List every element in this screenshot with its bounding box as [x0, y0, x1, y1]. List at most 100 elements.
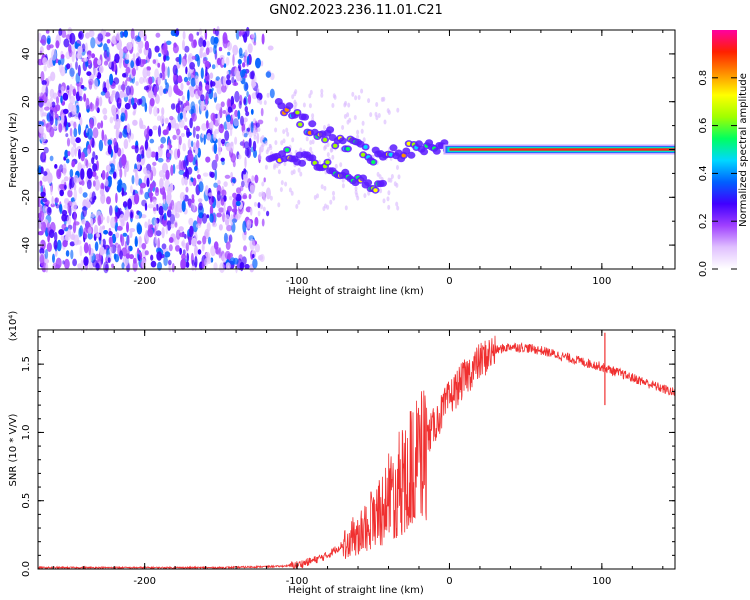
noise-blob [75, 137, 81, 144]
noise-blob [67, 150, 71, 157]
fringe-blob [253, 134, 257, 140]
noise-blob [46, 172, 53, 184]
noise-blob [157, 247, 162, 252]
fringe-blob [263, 100, 267, 106]
noise-blob [154, 225, 157, 237]
noise-blob [69, 32, 76, 45]
noise-blob [95, 100, 99, 112]
noise-blob [103, 60, 109, 66]
noise-blob [118, 84, 122, 91]
noise-blob [111, 90, 115, 96]
fringe-blob [277, 202, 281, 208]
noise-blob [79, 116, 83, 126]
noise-blob [73, 174, 79, 184]
signal-blob [407, 151, 416, 159]
snr-series-line [37, 335, 676, 570]
noise-blob [142, 67, 148, 79]
noise-blob [183, 259, 187, 268]
noise-blob [99, 65, 104, 74]
fringe-blob [293, 105, 297, 111]
noise-blob [164, 251, 171, 258]
noise-blob [37, 231, 44, 236]
noise-blob [95, 154, 98, 161]
fringe-blob [286, 131, 290, 137]
noise-blob [205, 47, 210, 56]
noise-blob [158, 205, 164, 216]
fringe-blob [309, 89, 313, 95]
noise-blob [179, 232, 185, 238]
noise-blob [222, 76, 227, 87]
noise-blob [132, 111, 136, 116]
noise-blob [59, 66, 66, 77]
noise-blob [177, 148, 181, 159]
noise-blob [235, 213, 241, 220]
noise-blob [202, 235, 207, 245]
noise-blob [65, 158, 70, 164]
noise-blob [178, 135, 182, 146]
noise-blob [257, 119, 264, 125]
noise-blob [82, 205, 87, 218]
noise-blob [178, 159, 182, 172]
fringe-blob [262, 206, 266, 212]
noise-blob [232, 160, 236, 168]
noise-blob [167, 66, 170, 78]
noise-blob [134, 214, 140, 220]
fringe-blob [382, 96, 386, 102]
noise-blob [240, 69, 246, 78]
fringe-blob [253, 118, 257, 124]
noise-blob [107, 175, 112, 188]
noise-blob [243, 97, 247, 105]
noise-blob [220, 138, 226, 144]
snr-ylabel: SNR (10 * V/V) [8, 413, 19, 486]
signal-core [297, 122, 303, 127]
noise-blob [103, 261, 109, 274]
fringe-blob [259, 99, 263, 105]
fringe-blob [254, 201, 257, 207]
noise-blob [210, 171, 215, 179]
noise-blob [227, 205, 232, 212]
noise-blob [159, 177, 164, 189]
noise-blob [137, 247, 140, 254]
noise-blob [211, 222, 217, 228]
noise-blob [166, 125, 169, 135]
noise-blob [85, 97, 90, 110]
noise-blob [211, 64, 216, 70]
noise-blob [169, 182, 174, 193]
noise-blob [126, 221, 129, 233]
noise-blob [70, 234, 76, 240]
noise-blob [147, 47, 152, 60]
noise-blob [149, 138, 155, 144]
noise-blob [218, 247, 222, 259]
noise-blob [223, 181, 228, 188]
noise-blob [149, 97, 155, 107]
noise-blob [138, 235, 142, 244]
fringe-blob [393, 181, 397, 187]
noise-blob [157, 125, 162, 137]
noise-blob [67, 202, 71, 214]
noise-blob [191, 259, 195, 267]
signal-core [373, 188, 378, 193]
noise-blob [198, 28, 203, 36]
noise-blob [97, 33, 104, 42]
noise-blob [161, 107, 165, 116]
noise-blob [198, 181, 204, 193]
noise-blob [204, 74, 210, 82]
signal-blob [364, 179, 373, 187]
colorbar-ticks: 0.0 0.2 0.4 0.6 0.8 [698, 70, 737, 277]
noise-blob [73, 211, 77, 223]
noise-blob [90, 37, 96, 49]
fringe-blob [261, 142, 265, 148]
noise-blob [161, 44, 168, 56]
fringe-blob [256, 87, 260, 93]
noise-blob [209, 205, 214, 217]
noise-blob [141, 243, 147, 250]
fringe-blob [379, 188, 383, 194]
noise-blob [154, 235, 158, 244]
noise-blob [249, 207, 253, 216]
fringe-blob [299, 171, 303, 177]
noise-blob [164, 117, 169, 125]
noise-blob [191, 200, 196, 212]
noise-blob [90, 213, 96, 218]
noise-blob [86, 148, 90, 156]
fringe-blob [320, 92, 324, 98]
